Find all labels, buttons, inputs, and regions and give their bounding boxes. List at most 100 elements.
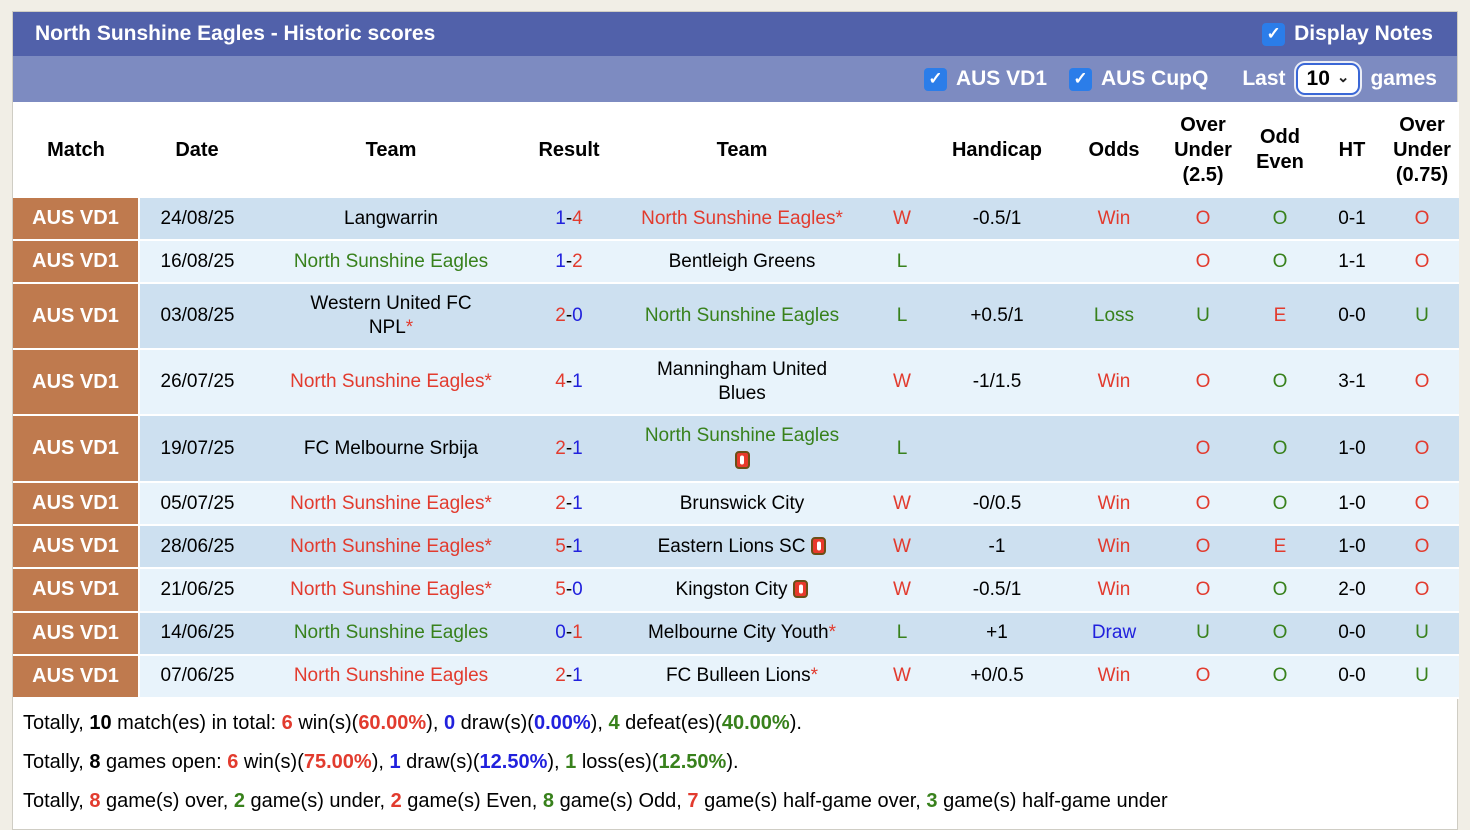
result-letter-cell: W bbox=[873, 568, 931, 613]
over-under-0-75-cell: O bbox=[1385, 525, 1459, 570]
team-name: North Sunshine Eagles bbox=[644, 305, 840, 327]
summary-text: game(s) over, bbox=[100, 789, 234, 812]
odd-even-cell: O bbox=[1241, 240, 1319, 285]
aus-vd1-label: AUS VD1 bbox=[955, 67, 1047, 90]
filter-aus-vd1[interactable]: ✓ AUS VD1 bbox=[923, 67, 1047, 91]
result-cell: 2-0 bbox=[527, 283, 611, 351]
away-score: 1 bbox=[572, 437, 583, 459]
away-team-cell: Bentleigh Greens bbox=[611, 240, 873, 285]
team-name: Langwarrin bbox=[344, 207, 438, 229]
handicap-cell: +1 bbox=[931, 611, 1063, 656]
away-team-cell: Brunswick City bbox=[611, 482, 873, 527]
over-under-2-5-cell: U bbox=[1165, 283, 1241, 351]
odd-even-cell: O bbox=[1241, 349, 1319, 417]
away-team-cell: Manningham United Blues bbox=[611, 349, 873, 417]
match-league-cell: AUS VD1 bbox=[13, 611, 140, 656]
over-under-0-75-cell: O bbox=[1385, 240, 1459, 285]
last-label: Last bbox=[1242, 67, 1286, 90]
away-team-cell: Kingston City bbox=[611, 568, 873, 613]
odds-cell: Draw bbox=[1063, 611, 1165, 656]
summary-text: ). bbox=[726, 750, 739, 773]
ht-cell: 1-0 bbox=[1319, 482, 1385, 527]
away-team-cell: North Sunshine Eagles bbox=[611, 283, 873, 351]
last-games-group: Last 10 ⌄ games bbox=[1242, 63, 1437, 95]
home-score: 4 bbox=[555, 371, 566, 393]
display-notes-toggle[interactable]: ✓ Display Notes bbox=[1262, 22, 1433, 46]
summary-text: 0 bbox=[443, 711, 456, 734]
summary-text: ), bbox=[590, 711, 609, 734]
last-games-select[interactable]: 10 ⌄ bbox=[1295, 63, 1361, 95]
home-team-cell: Western United FC NPL* bbox=[255, 283, 527, 351]
score-dash: - bbox=[565, 207, 573, 229]
col-header-result: Result bbox=[527, 102, 611, 198]
home-team-cell: North Sunshine Eagles* bbox=[255, 482, 527, 527]
home-away-star: * bbox=[484, 371, 492, 393]
score-dash: - bbox=[565, 371, 573, 393]
summary-text: 12.50% bbox=[479, 750, 548, 773]
result-letter-cell: L bbox=[873, 283, 931, 351]
summary-text: game(s) half-game over, bbox=[698, 789, 927, 812]
red-card-icon bbox=[811, 536, 827, 555]
team-name: Eastern Lions SC bbox=[657, 535, 806, 557]
summary-text: 8 bbox=[89, 789, 101, 812]
summary-text: ), bbox=[426, 711, 444, 734]
away-score: 2 bbox=[572, 250, 583, 272]
team-name: Kingston City bbox=[675, 579, 788, 600]
display-notes-checkbox[interactable]: ✓ bbox=[1262, 22, 1286, 46]
home-team-cell: North Sunshine Eagles* bbox=[255, 525, 527, 570]
historic-scores-panel: North Sunshine Eagles - Historic scores … bbox=[12, 11, 1459, 830]
over-under-0-75-cell: U bbox=[1385, 654, 1459, 699]
odds-cell: Win bbox=[1063, 568, 1165, 613]
team-name: Brunswick City bbox=[679, 492, 805, 514]
col-header-team-away: Team bbox=[611, 102, 873, 198]
match-league-cell: AUS VD1 bbox=[13, 240, 140, 285]
home-score: 0 bbox=[555, 622, 566, 644]
odds-cell: Loss bbox=[1063, 283, 1165, 351]
display-notes-label: Display Notes bbox=[1294, 22, 1433, 45]
result-cell: 1-2 bbox=[527, 240, 611, 285]
red-card-icon bbox=[793, 580, 809, 598]
away-score: 1 bbox=[572, 371, 583, 393]
score-dash: - bbox=[565, 250, 573, 272]
over-under-2-5-cell: U bbox=[1165, 611, 1241, 656]
odd-even-cell: O bbox=[1241, 568, 1319, 613]
result-cell: 4-1 bbox=[527, 349, 611, 417]
over-under-2-5-cell: O bbox=[1165, 198, 1241, 242]
summary-text: 7 bbox=[687, 789, 699, 812]
col-header-team-home: Team bbox=[255, 102, 527, 198]
title-bar: North Sunshine Eagles - Historic scores … bbox=[13, 12, 1457, 56]
date-cell: 14/06/25 bbox=[139, 611, 255, 656]
aus-cupq-checkbox[interactable]: ✓ bbox=[1069, 67, 1092, 91]
home-away-star: * bbox=[484, 492, 492, 514]
home-score: 2 bbox=[555, 665, 566, 687]
last-games-value: 10 bbox=[1306, 67, 1330, 90]
red-card-line bbox=[613, 449, 871, 473]
table-row: AUS VD1 19/07/25 FC Melbourne Srbija 2-1 Nor… bbox=[13, 415, 1459, 483]
table-row: AUS VD1 14/06/25 North Sunshine Eagles 0-1 M… bbox=[13, 611, 1459, 656]
filter-aus-cupq[interactable]: ✓ AUS CupQ bbox=[1069, 67, 1208, 91]
team-name: Bentleigh Greens bbox=[668, 250, 816, 272]
over-under-2-5-cell: O bbox=[1165, 568, 1241, 613]
odds-cell bbox=[1063, 240, 1165, 285]
aus-vd1-checkbox[interactable]: ✓ bbox=[923, 67, 947, 91]
home-away-star: * bbox=[405, 317, 414, 339]
summary-text: 6 bbox=[227, 750, 239, 773]
odds-cell: Win bbox=[1063, 198, 1165, 242]
table-row: AUS VD1 24/08/25 Langwarrin 1-4 North Sunshi… bbox=[13, 198, 1459, 242]
result-letter-cell: L bbox=[873, 415, 931, 483]
table-row: AUS VD1 03/08/25 Western United FC NPL* 2-0… bbox=[13, 283, 1459, 351]
over-under-0-75-cell: U bbox=[1385, 283, 1459, 351]
page-title: North Sunshine Eagles - Historic scores bbox=[35, 22, 436, 45]
result-cell: 5-0 bbox=[527, 568, 611, 613]
handicap-cell: -0.5/1 bbox=[931, 568, 1063, 613]
team-name: North Sunshine Eagles bbox=[290, 371, 485, 393]
over-under-0-75-cell: O bbox=[1385, 568, 1459, 613]
result-letter-cell: W bbox=[873, 349, 931, 417]
team-name: North Sunshine Eagles bbox=[290, 492, 485, 514]
ht-cell: 3-1 bbox=[1319, 349, 1385, 417]
away-team-cell: FC Bulleen Lions* bbox=[611, 654, 873, 699]
summary-text: 8 bbox=[542, 789, 555, 812]
result-letter-cell: W bbox=[873, 482, 931, 527]
table-row: AUS VD1 05/07/25 North Sunshine Eagles* 2-1… bbox=[13, 482, 1459, 527]
score-dash: - bbox=[565, 665, 573, 687]
